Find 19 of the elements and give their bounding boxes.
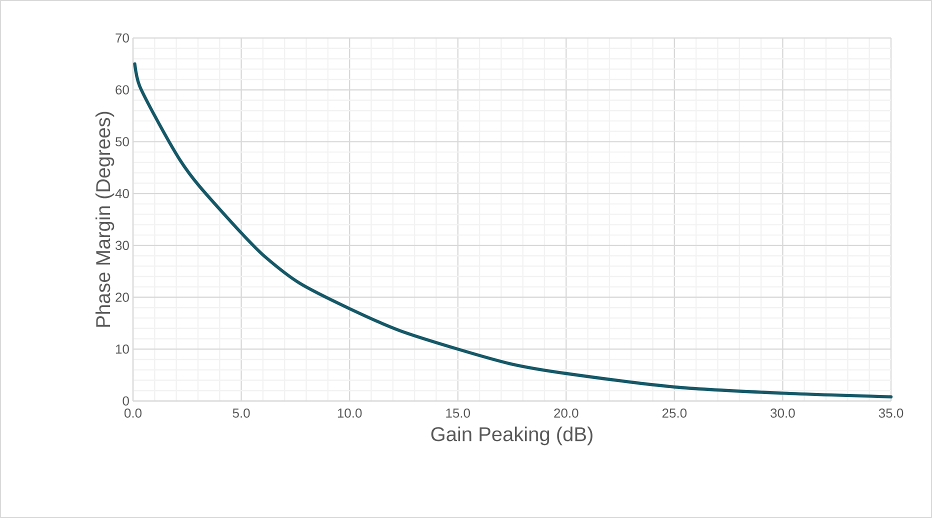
x-tick-label: 15.0 xyxy=(446,408,470,418)
y-tick-label: 70 xyxy=(116,33,129,43)
x-axis-title: Gain Peaking (dB) xyxy=(431,426,592,446)
y-axis-title: Phase Margin (Degrees) xyxy=(96,112,114,327)
y-tick-label: 30 xyxy=(116,240,129,250)
x-tick-label: 25.0 xyxy=(662,408,687,418)
x-tick-label: 35.0 xyxy=(878,408,904,418)
y-tick-label: 10 xyxy=(116,344,129,354)
x-tick-label: 10.0 xyxy=(338,408,362,418)
y-tick-label: 50 xyxy=(116,137,129,146)
y-tick-label: 0 xyxy=(122,396,129,406)
x-tick-label: 20.0 xyxy=(554,408,578,418)
y-tick-label: 40 xyxy=(115,188,129,198)
y-tick-label: 60 xyxy=(116,85,129,94)
line-series xyxy=(133,62,893,398)
x-tick-label: 0.0 xyxy=(124,408,142,418)
x-tick-label: 30.0 xyxy=(770,408,795,418)
x-tick-label: 5.0 xyxy=(232,408,250,418)
y-tick-label: 20 xyxy=(116,292,129,302)
